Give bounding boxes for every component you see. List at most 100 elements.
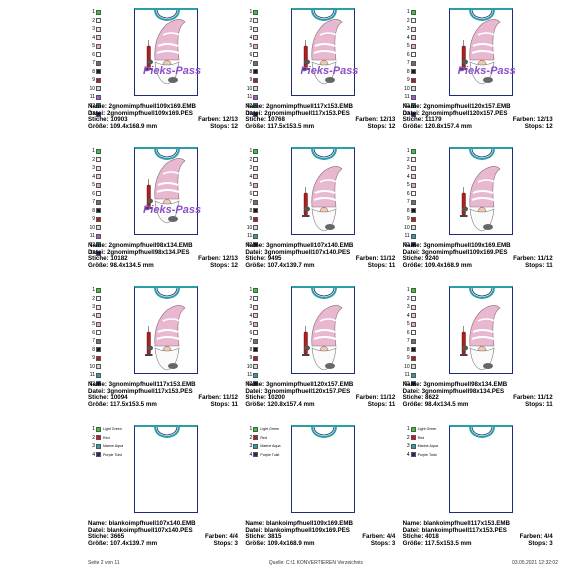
file-datei: 3gnomimpfhuell109x169.PES (421, 248, 508, 256)
swatch-color-box (96, 435, 101, 441)
datei-label: Datei: (88, 248, 106, 256)
swatch-color-box (253, 313, 259, 319)
name-label: Name: (245, 381, 265, 388)
design-info: Name: 3gnomimpfhuell117x153.EMB Datei: 3… (88, 381, 238, 408)
datei-label: Datei: (245, 387, 263, 395)
file-datei: 2gnomimpfhuell117x153.PES (264, 109, 350, 117)
gnome-icon (459, 19, 501, 85)
swatch-color-box (253, 9, 259, 15)
swatch-number: 6 (406, 190, 410, 197)
gnome-icon (302, 19, 343, 85)
stops-label: Stops: (528, 539, 548, 547)
swatch-number: 7 (92, 199, 95, 206)
swatch-color-box (96, 26, 101, 32)
swatch-color-box (96, 52, 101, 58)
color-swatch: 8 (245, 346, 287, 355)
design-card: 1 Light Green 2 Red 3 Marine Aqua 4 Purple Tuls… (88, 425, 243, 560)
swatch-number: 10 (404, 85, 410, 92)
size-label: Größe: (245, 261, 266, 269)
color-swatch: 2 Red (88, 434, 130, 443)
color-swatch: 13 (245, 110, 287, 119)
swatch-color-box (96, 347, 101, 353)
pocket-outline (291, 425, 356, 513)
swatch-number: 7 (92, 60, 95, 67)
color-swatch: 8 (403, 68, 445, 77)
info-name-row: Name: 3gnomimpfhuell117x153.EMB (88, 381, 238, 389)
color-legend: 1 2 3 4 5 6 7 8 9 10 11 12 13 (403, 8, 445, 119)
swatch-number: 4 (406, 173, 410, 180)
stops-label: Stops: (525, 261, 545, 269)
swatch-number: 7 (249, 338, 253, 345)
info-stiche-row: Stiche: 9240 Farben: 11/12 (403, 255, 553, 263)
swatch-number: 3 (92, 443, 95, 450)
gnome-icon (145, 19, 186, 85)
swatch-number: 6 (249, 51, 253, 58)
swatch-color-box (253, 18, 259, 24)
color-swatch: 12 (403, 380, 445, 389)
swatch-number: 9 (249, 216, 253, 223)
design-card: 1 2 3 4 5 6 7 8 9 10 11 12 13 Pieks-Pass Name: 2gnom… (245, 8, 400, 143)
color-swatch: 12 (245, 380, 287, 389)
color-swatch: 2 (88, 156, 130, 165)
file-name: 3gnomimpfhuell107x140.EMB (265, 242, 354, 249)
swatch-color-box (253, 426, 259, 432)
color-swatch: 6 (88, 51, 130, 60)
info-name-row: Name: 2gnomimpfhuell98x134.EMB (88, 242, 238, 250)
datei-label: Datei: (245, 109, 263, 117)
color-count: 12/13 (379, 116, 396, 124)
color-swatch: 9 (88, 215, 130, 224)
info-stiche-row: Stiche: 8622 Farben: 11/12 (403, 394, 553, 402)
swatch-color-box (96, 443, 101, 449)
info-name-row: Name: 3gnomimpfhuell107x140.EMB (245, 242, 395, 250)
info-stiche-row: Stiche: 10768 Farben: 12/13 (245, 116, 396, 124)
swatch-number: 5 (92, 43, 95, 50)
size-label: Größe: (88, 261, 109, 269)
color-swatch: 8 (403, 207, 445, 216)
stop-count: 3 (549, 539, 553, 547)
swatch-color-box (253, 86, 259, 92)
farben-label: Farben: (198, 116, 221, 124)
stitch-count: 9495 (267, 255, 282, 263)
swatch-color-box (253, 77, 259, 83)
color-swatch: 2 Red (245, 434, 287, 443)
swatch-color-box (96, 321, 101, 327)
swatch-number: 3 (249, 304, 253, 311)
swatch-number: 1 (406, 426, 410, 433)
design-size: 109.4x168.9 mm (267, 539, 315, 547)
swatch-number: 5 (92, 321, 95, 328)
swatch-color-box (410, 347, 416, 353)
swatch-color-box (253, 225, 259, 231)
swatch-number: 11 (404, 372, 410, 379)
swatch-color-box (410, 216, 416, 222)
color-swatch: 2 (245, 295, 287, 304)
design-info: Name: 2gnomimpfhuell120x157.EMB Datei: 2… (403, 103, 553, 130)
swatch-number: 9 (92, 216, 95, 223)
swatch-number: 11 (247, 233, 253, 240)
stitch-count: 10094 (110, 394, 128, 402)
swatch-number: 12 (246, 102, 253, 109)
swatch-number: 2 (92, 295, 95, 302)
swatch-number: 10 (404, 363, 410, 370)
info-stiche-row: Stiche: 9495 Farben: 11/12 (245, 255, 395, 263)
color-legend: 1 2 3 4 5 6 7 8 9 10 11 12 (403, 147, 445, 249)
swatch-number: 9 (92, 77, 95, 84)
color-legend: 1 Light Green 2 Red 3 Marine Aqua 4 Purple Tuls… (403, 425, 445, 459)
swatch-number: 1 (92, 148, 95, 155)
stitch-count: 10768 (267, 116, 285, 124)
color-swatch: 9 (403, 354, 445, 363)
swatch-color-box (410, 372, 416, 378)
color-swatch: 12 (403, 102, 445, 111)
farben-label: Farben: (355, 394, 379, 402)
color-swatch: 3 Marine Aqua (245, 442, 287, 451)
design-info: Name: 2gnomimpfhuell98x134.EMB Datei: 2g… (88, 242, 238, 269)
info-size-row: Größe: 109.4x168.9 mm Stops: 11 (403, 261, 553, 270)
color-swatch: 3 (88, 164, 130, 173)
color-swatch: 7 (88, 337, 130, 346)
info-size-row: Größe: 107.4x139.7 mm Stops: 11 (245, 261, 395, 270)
swatch-color-box (96, 313, 101, 319)
size-label: Größe: (88, 400, 109, 408)
swatch-number: 11 (89, 94, 95, 101)
stop-count: 12 (545, 122, 553, 130)
swatch-color-name: Red (417, 435, 425, 440)
stitch-count: 11179 (425, 116, 442, 124)
